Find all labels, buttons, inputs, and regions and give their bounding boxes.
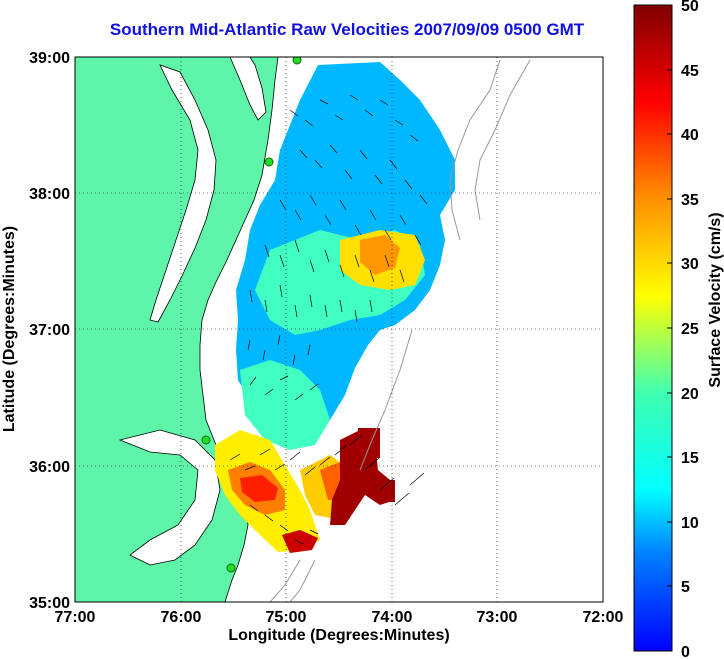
x-tick-label: 72:00 (583, 609, 624, 626)
y-axis-title: Latitude (Degrees:Minutes) (1, 226, 18, 432)
station-marker (201, 435, 211, 445)
delaware-bay (229, 57, 267, 121)
colorbar-ticks (667, 4, 672, 652)
colorbar-tick-label: 25 (681, 321, 699, 338)
colorbar-tick-label: 30 (681, 256, 699, 273)
velocity-vectors (229, 94, 428, 545)
x-tick-label: 73:00 (477, 609, 518, 626)
colorbar-tick-label: 50 (681, 0, 699, 15)
y-tick-label: 36:00 (29, 459, 70, 476)
colorbar-tick-labels: 0 5 10 15 20 25 30 35 40 45 50 (681, 0, 699, 659)
station-marker (292, 57, 302, 65)
velocity-field (215, 62, 455, 553)
colorbar-title: Surface Velocity (cm/s) (707, 212, 724, 387)
x-tick-labels: 77:00 76:00 75:00 74:00 73:00 72:00 (55, 609, 624, 626)
map-grid (75, 57, 603, 602)
station-marker (226, 563, 236, 573)
station-marker (264, 157, 274, 167)
x-axis-title: Longitude (Degrees:Minutes) (228, 627, 449, 644)
bathymetry-contours (269, 59, 531, 602)
x-tick-label: 77:00 (55, 609, 96, 626)
colorbar-tick-label: 45 (681, 63, 699, 80)
y-tick-label: 35:00 (29, 595, 70, 612)
colorbar (633, 4, 673, 652)
x-tick-label: 76:00 (161, 609, 202, 626)
colorbar-tick-label: 35 (681, 192, 699, 209)
station-markers (201, 57, 302, 573)
colorbar-tick-label: 15 (681, 450, 699, 467)
colorbar-tick-label: 10 (681, 515, 699, 532)
colorbar-tick-label: 40 (681, 127, 699, 144)
chart-title: Southern Mid-Atlantic Raw Velocities 200… (109, 20, 585, 39)
y-tick-label: 38:00 (29, 186, 70, 203)
sound-water (118, 429, 221, 566)
y-tick-label: 37:00 (29, 322, 70, 339)
x-tick-label: 75:00 (266, 609, 307, 626)
colorbar-tick-label: 20 (681, 386, 699, 403)
x-tick-label: 74:00 (372, 609, 413, 626)
y-tick-labels: 35:00 36:00 37:00 38:00 39:00 (29, 50, 70, 612)
colorbar-tick-label: 0 (681, 644, 690, 659)
chesapeake-bay (149, 64, 217, 323)
y-tick-label: 39:00 (29, 50, 70, 67)
colorbar-tick-label: 5 (681, 579, 690, 596)
plot-border (74, 56, 604, 603)
